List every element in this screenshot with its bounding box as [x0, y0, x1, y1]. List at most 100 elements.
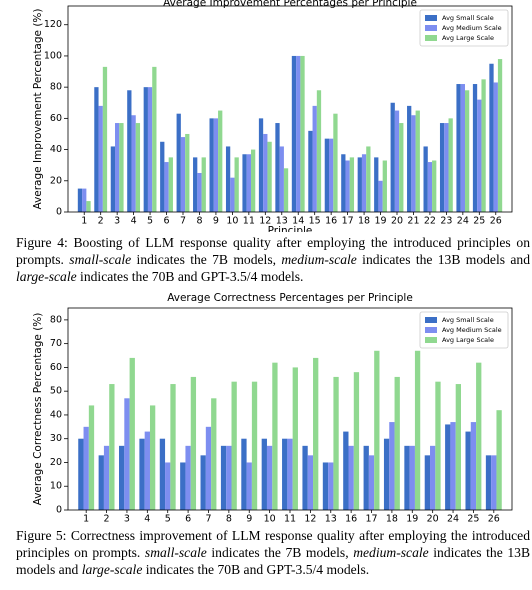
- bar: [460, 84, 465, 212]
- bar: [445, 424, 451, 510]
- bar: [383, 438, 390, 510]
- y-tick-label: 60: [50, 113, 62, 124]
- bar: [470, 422, 477, 510]
- x-tick-label: 17: [365, 514, 377, 523]
- x-tick-label: 1: [81, 216, 87, 227]
- caption-text: indicates the 7B models,: [206, 545, 354, 560]
- bar: [366, 146, 371, 212]
- x-tick-label: 13: [325, 514, 337, 523]
- bar: [439, 123, 445, 212]
- bar: [348, 445, 354, 510]
- x-tick-label: 7: [180, 216, 186, 227]
- bar: [307, 455, 314, 510]
- bar: [115, 123, 120, 212]
- bar: [185, 445, 191, 510]
- caption-emphasis: small-scale: [144, 545, 207, 560]
- bar: [152, 66, 157, 212]
- bar: [279, 146, 284, 212]
- x-tick-label: 11: [243, 216, 255, 227]
- y-tick-label: 80: [50, 314, 62, 325]
- bar: [168, 157, 173, 212]
- bar: [185, 133, 190, 212]
- bar: [209, 118, 214, 212]
- x-tick-label: 19: [406, 514, 418, 523]
- x-tick-label: 25: [473, 216, 485, 227]
- x-tick-label: 14: [292, 216, 304, 227]
- bar: [144, 431, 150, 510]
- bar: [282, 438, 288, 510]
- bar: [292, 367, 298, 510]
- x-tick-label: 19: [374, 216, 386, 227]
- x-tick-label: 13: [276, 216, 288, 227]
- chart-title: Average Improvement Percentages per Prin…: [163, 0, 417, 9]
- x-tick-label: 5: [165, 514, 171, 523]
- bar: [430, 445, 436, 510]
- bar: [109, 384, 115, 510]
- legend-swatch: [425, 317, 437, 323]
- x-tick-label: 6: [164, 216, 170, 227]
- bar: [476, 362, 482, 510]
- legend-frame: [419, 311, 509, 349]
- bar: [415, 110, 420, 212]
- x-tick-label: 12: [304, 514, 316, 523]
- bar: [82, 188, 87, 212]
- caption-text: indicates the 70B and GPT-3.5/4 models.: [76, 269, 304, 284]
- bar: [497, 59, 503, 212]
- bar: [312, 105, 317, 212]
- bar: [316, 90, 322, 212]
- y-tick-label: 60: [50, 362, 62, 373]
- x-axis-label: Principle: [268, 225, 313, 232]
- bar: [389, 422, 395, 510]
- y-axis-label: Average Improvement Percentage (%): [32, 8, 44, 209]
- y-tick-label: 120: [44, 19, 62, 30]
- bar: [231, 381, 237, 510]
- bar: [450, 422, 456, 510]
- x-tick-label: 6: [185, 514, 191, 523]
- bar: [241, 438, 247, 510]
- bar: [272, 362, 278, 510]
- bar: [200, 455, 206, 510]
- bar: [341, 154, 346, 212]
- bar: [103, 445, 110, 510]
- caption: Figure 4: Boosting of LLM response quali…: [16, 234, 530, 285]
- x-tick-label: 9: [213, 216, 219, 227]
- x-tick-label: 3: [114, 216, 120, 227]
- bar: [427, 162, 433, 212]
- bar: [456, 84, 461, 212]
- bar: [98, 455, 104, 510]
- bar: [160, 141, 165, 212]
- bar: [211, 398, 217, 510]
- bar: [404, 445, 410, 510]
- bar: [296, 55, 301, 212]
- bar: [411, 115, 416, 212]
- y-tick-label: 40: [50, 409, 62, 420]
- bar: [308, 130, 313, 212]
- y-tick-label: 10: [50, 481, 62, 492]
- bar: [361, 154, 367, 212]
- bar: [407, 105, 412, 212]
- legend-label: Avg Small Scale: [442, 316, 494, 324]
- bar: [409, 445, 415, 510]
- bar: [328, 462, 334, 510]
- x-tick-label: 3: [124, 514, 130, 523]
- bar: [176, 113, 181, 212]
- bar: [165, 462, 171, 510]
- y-tick-label: 80: [50, 82, 62, 93]
- caption-text: indicates the 13B models and: [16, 545, 531, 577]
- bar: [489, 63, 494, 212]
- x-tick-label: 10: [264, 514, 276, 523]
- bar: [378, 180, 383, 212]
- bar: [261, 438, 267, 510]
- legend-label: Avg Small Scale: [442, 14, 494, 22]
- chart: Average Improvement Percentages per Prin…: [32, 0, 513, 232]
- bar: [394, 376, 400, 510]
- bar: [349, 157, 355, 212]
- bar: [390, 102, 395, 212]
- bar: [435, 381, 441, 510]
- y-tick-label: 100: [44, 50, 62, 61]
- bar: [180, 137, 186, 212]
- bar: [333, 113, 338, 212]
- legend-swatch: [425, 25, 437, 31]
- bar: [218, 110, 223, 212]
- x-tick-label: 23: [440, 216, 452, 227]
